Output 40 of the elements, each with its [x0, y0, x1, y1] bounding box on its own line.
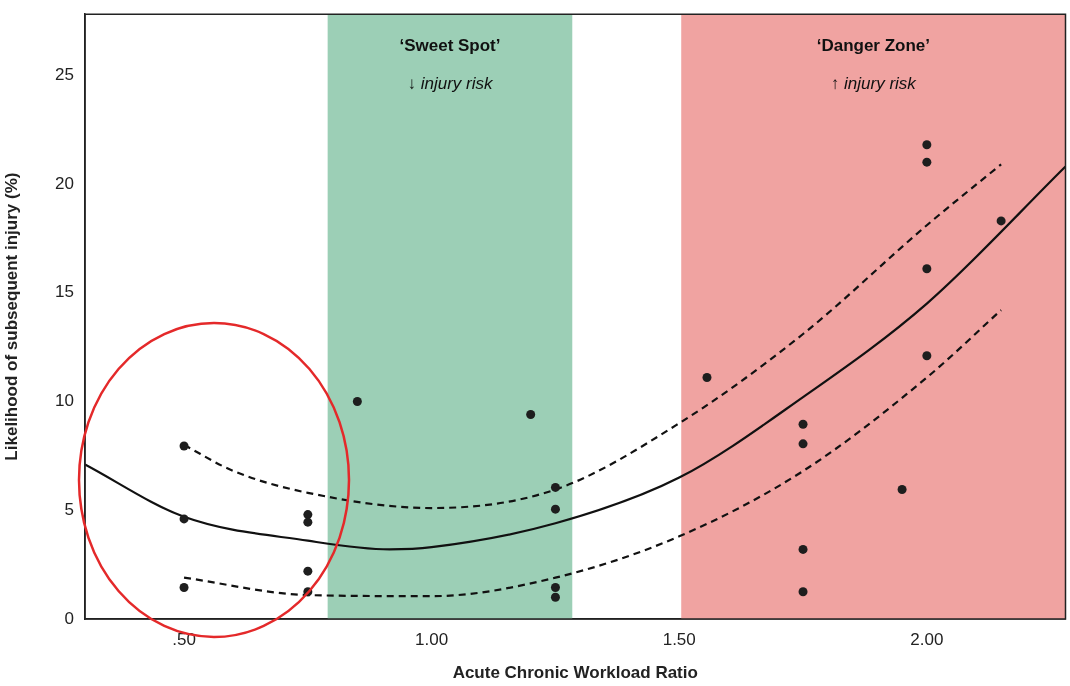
band-label: ‘Sweet Spot’ — [399, 35, 501, 55]
line-series — [85, 165, 1066, 551]
point — [798, 439, 808, 449]
annotation: ↓ injury risk — [407, 73, 494, 93]
point — [303, 566, 313, 576]
point — [550, 504, 560, 514]
point — [922, 157, 932, 167]
x-axis-title: Acute Chronic Workload Ratio — [452, 663, 698, 683]
point — [179, 441, 189, 451]
point — [352, 396, 362, 406]
point — [550, 582, 560, 592]
y-tick-label: 15 — [55, 282, 74, 302]
y-tick-label: 5 — [64, 499, 74, 519]
point — [550, 482, 560, 492]
point — [179, 582, 189, 592]
point — [922, 140, 932, 150]
point — [996, 216, 1006, 226]
point — [303, 510, 313, 520]
point — [922, 351, 932, 361]
x-tick-label: 2.00 — [910, 629, 944, 649]
point — [798, 544, 808, 554]
point — [798, 587, 808, 597]
point — [922, 264, 932, 274]
line-series — [182, 308, 1003, 598]
y-axis-title: Likelihood of subsequent injury (%) — [1, 172, 21, 461]
band-label: ‘Danger Zone’ — [816, 35, 931, 55]
point — [179, 514, 189, 524]
point — [526, 410, 536, 419]
point — [702, 373, 712, 383]
y-tick-label: 25 — [55, 64, 74, 84]
x-tick-label: 1.50 — [662, 629, 696, 649]
y-tick-label: 10 — [55, 391, 74, 411]
y-tick-label: 0 — [64, 608, 74, 628]
point — [798, 419, 808, 429]
point — [303, 517, 313, 527]
y-tick-label: 20 — [55, 173, 74, 193]
x-tick-label: 1.00 — [415, 629, 449, 649]
annotation: ↑ injury risk — [830, 73, 918, 93]
point — [550, 592, 560, 602]
point — [897, 485, 907, 495]
